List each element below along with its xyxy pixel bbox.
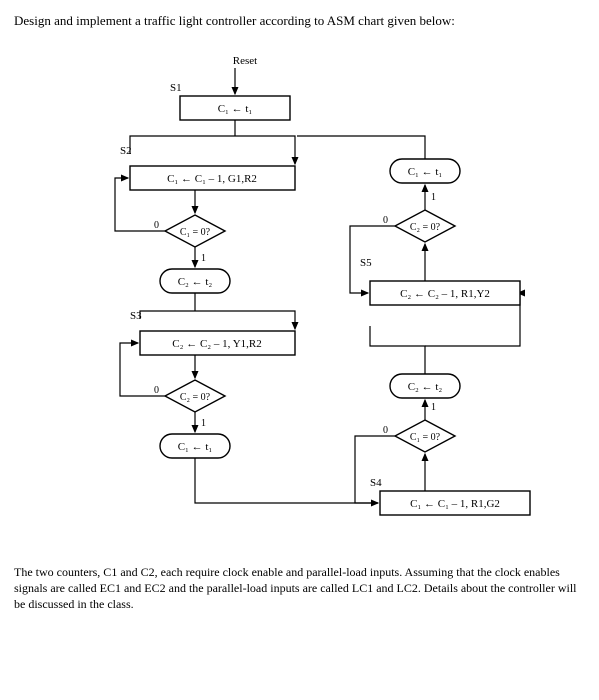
s4-label: S4 [370, 477, 382, 489]
footnote-text: The two counters, C1 and C2, each requir… [14, 564, 585, 613]
s4-branch0: 0 [383, 425, 388, 436]
s5-decision-text: C₂ = 0? [409, 222, 440, 233]
s4-action: C₁ ← C₁ – 1, R1,G2 [410, 498, 500, 510]
s4-decision-text: C₁ = 0? [409, 432, 440, 443]
s3-decision-text: C₂ = 0? [179, 392, 210, 403]
s3-label: S3 [130, 310, 142, 322]
s2-oval-text: C₂ ← t₂ [177, 276, 212, 288]
s2-branch0: 0 [154, 220, 159, 231]
s3-branch1: 1 [201, 418, 206, 429]
s2-action: C₁ ← C₁ – 1, G1,R2 [167, 173, 257, 185]
problem-prompt: Design and implement a traffic light con… [14, 12, 585, 30]
s4-oval-text: C₂ ← t₂ [407, 381, 442, 393]
s1-action: C₁ ← t₁ [217, 103, 252, 115]
s1-label: S1 [170, 82, 182, 94]
s5-oval-text: C₁ ← t₁ [407, 166, 442, 178]
reset-label: Reset [232, 55, 256, 67]
s5-label: S5 [360, 257, 372, 269]
s2-branch1: 1 [201, 253, 206, 264]
s2-label: S2 [120, 145, 132, 157]
s4-branch1: 1 [431, 402, 436, 413]
s5-branch1: 1 [431, 192, 436, 203]
s5-branch0: 0 [383, 215, 388, 226]
s3-branch0: 0 [154, 385, 159, 396]
s3-oval-text: C₁ ← t₁ [177, 441, 212, 453]
s2-decision-text: C₁ = 0? [179, 227, 210, 238]
asm-chart: Reset S1 C₁ ← t₁ S2 C₁ ← C₁ – 1, G1,R2 C… [20, 36, 580, 556]
s3-action: C₂ ← C₂ – 1, Y1,R2 [172, 338, 261, 350]
s5-action: C₂ ← C₂ – 1, R1,Y2 [400, 288, 490, 300]
